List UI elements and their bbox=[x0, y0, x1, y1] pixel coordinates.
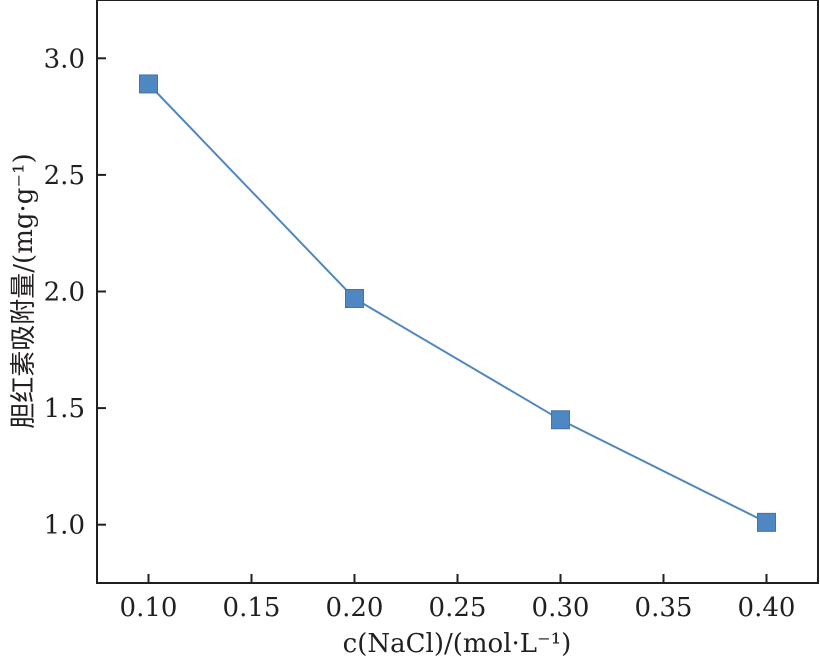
data-point-marker bbox=[757, 512, 776, 532]
series-group bbox=[139, 74, 776, 532]
y-tick-label: 3.0 bbox=[44, 44, 85, 74]
y-tick-label: 2.5 bbox=[44, 161, 85, 191]
x-tick-label: 0.40 bbox=[738, 593, 796, 623]
x-tick-label: 0.35 bbox=[635, 593, 693, 623]
x-tick-label: 0.20 bbox=[326, 593, 384, 623]
data-point-marker bbox=[139, 74, 158, 94]
data-point-marker bbox=[345, 288, 364, 308]
x-tick-label: 0.15 bbox=[223, 593, 281, 623]
y-axis-label: 胆红素吸附量/(mg·g⁻¹) bbox=[9, 153, 39, 428]
y-tick-label: 1.5 bbox=[44, 394, 85, 424]
x-tick-label: 0.30 bbox=[532, 593, 590, 623]
data-point-marker bbox=[551, 410, 570, 430]
x-tick-label: 0.10 bbox=[120, 593, 178, 623]
y-axis-ticks: 1.0 1.5 2.0 2.5 3.0 bbox=[44, 44, 106, 541]
x-tick-label: 0.25 bbox=[429, 593, 487, 623]
x-axis-ticks: 0.10 0.15 0.20 0.25 0.30 0.35 0.40 bbox=[120, 574, 796, 623]
x-axis-label: c(NaCl)/(mol·L⁻¹) bbox=[343, 629, 572, 659]
y-tick-label: 1.0 bbox=[44, 511, 85, 541]
series-line bbox=[147, 83, 767, 524]
y-tick-label: 2.0 bbox=[44, 278, 85, 308]
plot-frame bbox=[96, 0, 819, 584]
